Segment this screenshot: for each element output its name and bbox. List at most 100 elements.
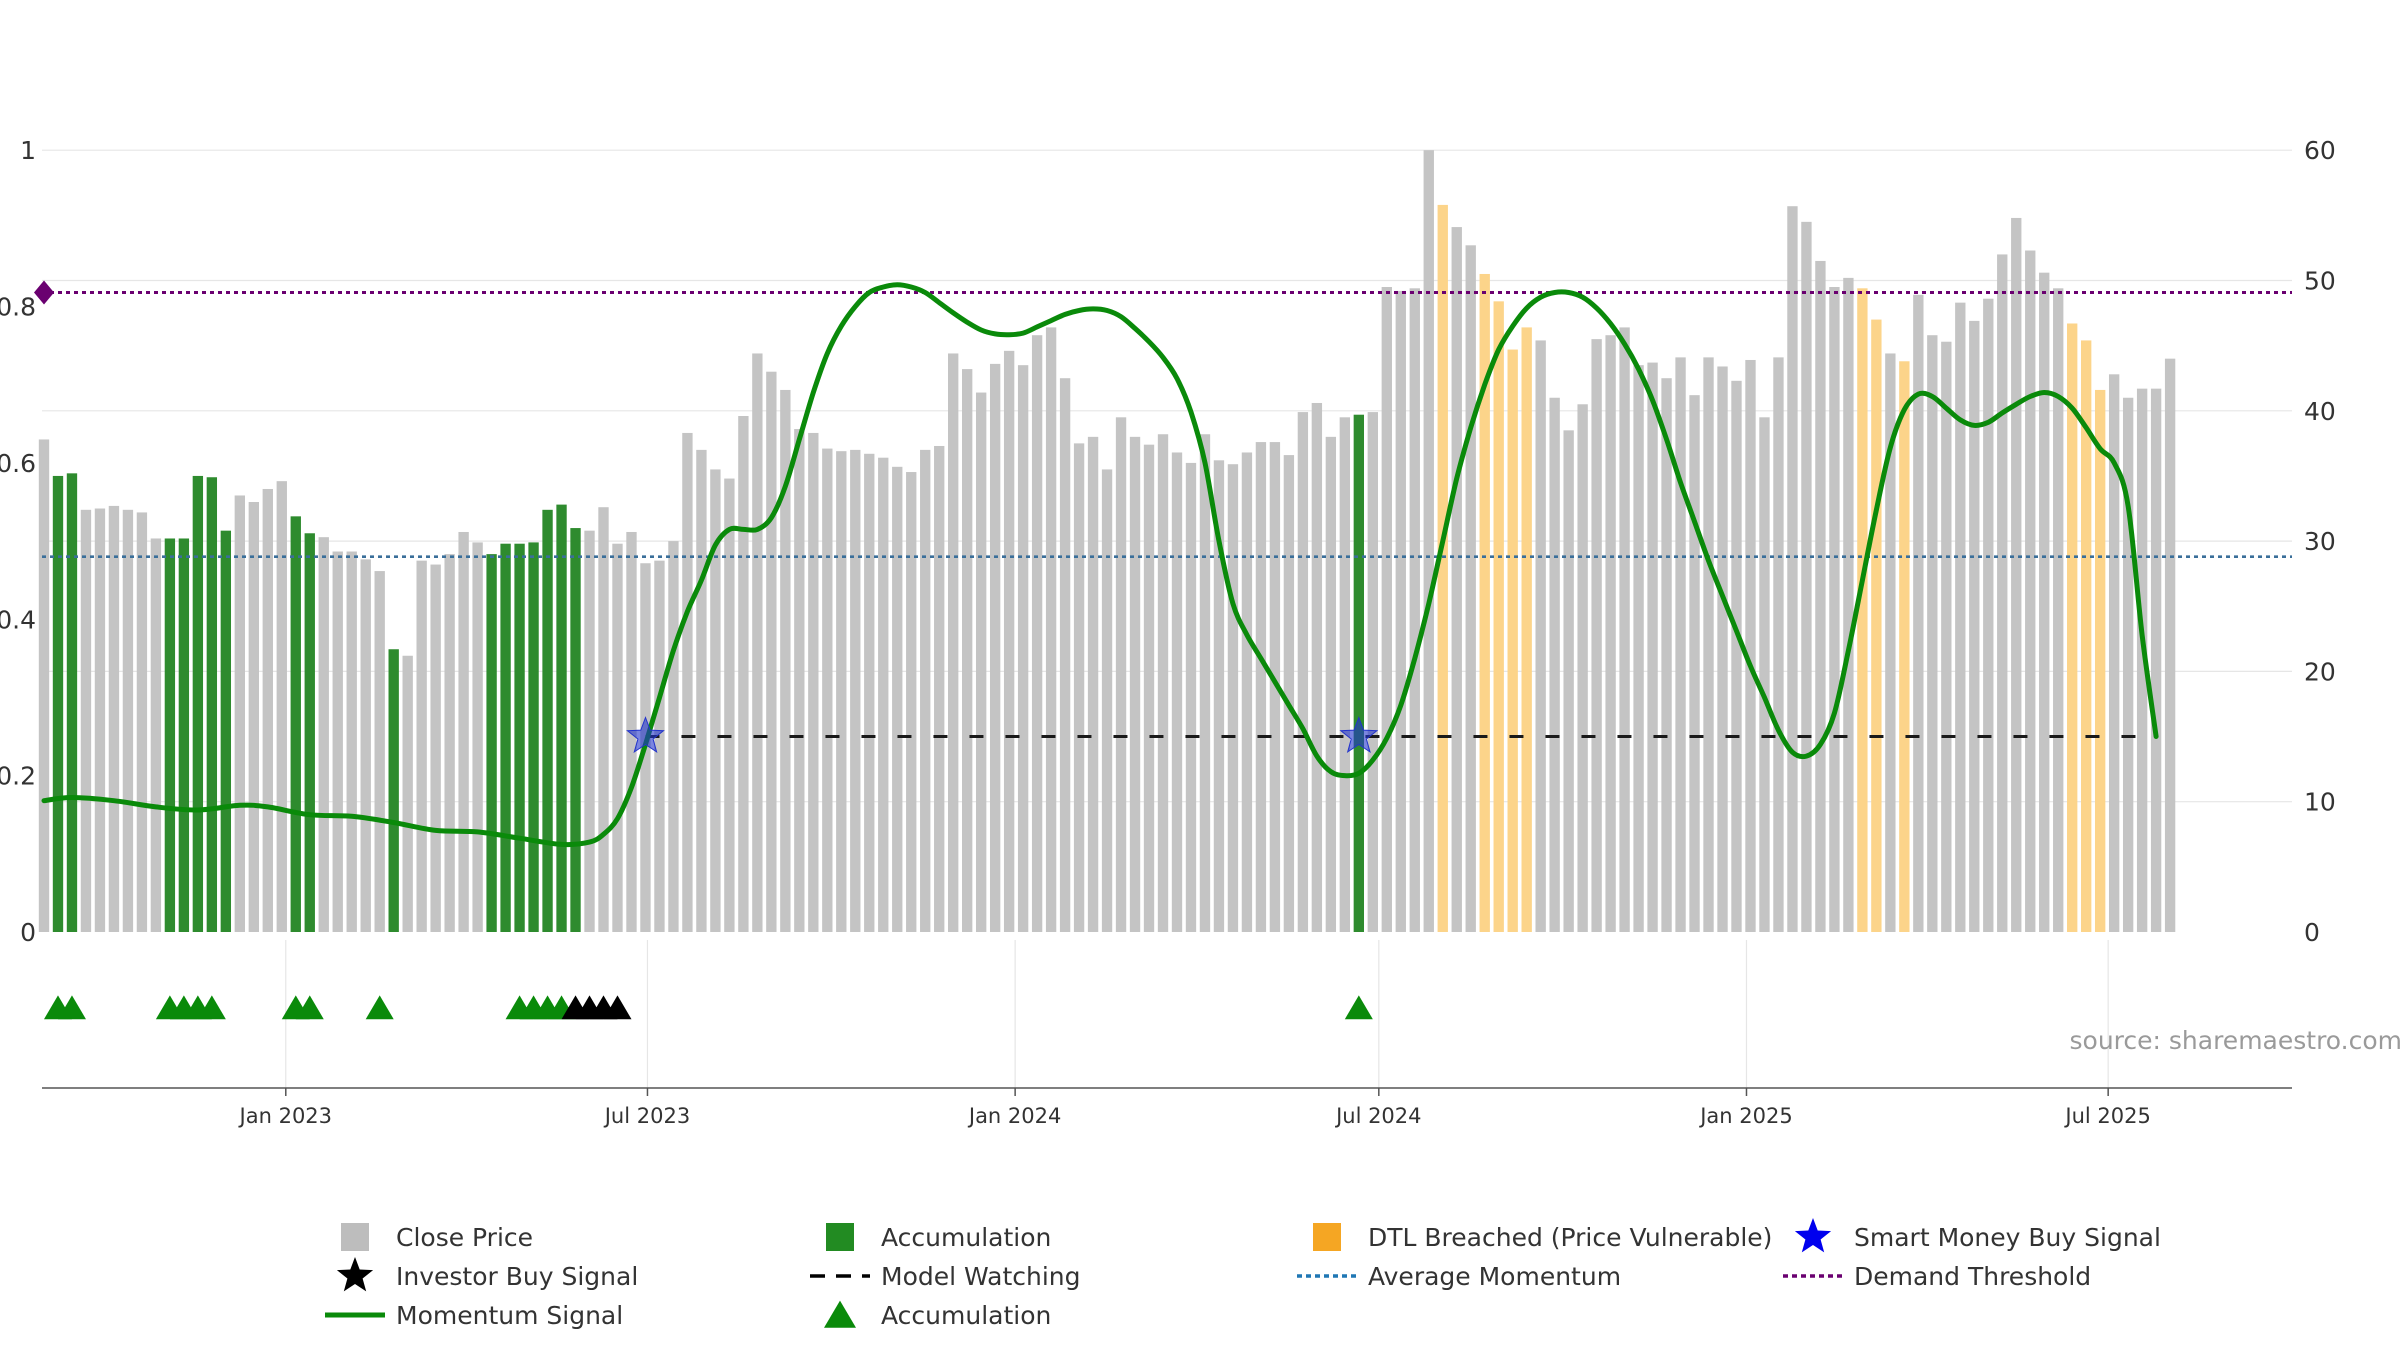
price-bar	[38, 439, 50, 932]
price-bar	[332, 551, 343, 932]
price-bar	[975, 392, 987, 933]
price-bar	[1451, 227, 1462, 932]
dtl-bar	[1479, 273, 1490, 932]
price-bar	[696, 449, 707, 932]
price-bar	[1073, 443, 1085, 932]
dtl-bar	[1493, 301, 1504, 932]
accumulation-triangle	[295, 995, 324, 1020]
legend-item: DTL Breached (Price Vulnerable)	[1313, 1223, 1772, 1252]
price-bar	[2108, 374, 2120, 932]
right-tick-label: 40	[2304, 397, 2336, 426]
price-bar	[1717, 366, 1728, 932]
price-bar	[1591, 339, 1602, 932]
right-tick-label: 60	[2304, 136, 2336, 165]
price-bar	[1633, 365, 1644, 932]
x-tick-label: Jul 2024	[1334, 1104, 1421, 1128]
price-bar	[458, 531, 469, 932]
smart-money-buy-star	[1339, 716, 1379, 754]
left-tick-label: 0.4	[0, 605, 36, 634]
price-bar	[1535, 340, 1546, 932]
price-bars	[38, 150, 2176, 933]
price-bar	[612, 543, 623, 932]
legend-label: Accumulation	[881, 1223, 1051, 1252]
price-bar	[1171, 452, 1183, 932]
price-bar	[1059, 378, 1071, 932]
price-bar	[1577, 404, 1588, 933]
price-bar	[1801, 221, 1812, 932]
accumulation-bar	[220, 530, 232, 932]
price-bar	[1465, 245, 1476, 932]
price-bar	[416, 560, 427, 932]
price-bar	[836, 451, 847, 932]
legend-swatch	[336, 1257, 374, 1292]
legend-label: Model Watching	[881, 1262, 1081, 1291]
price-bar	[1997, 254, 2008, 932]
price-bar	[2053, 288, 2064, 932]
legend-swatch	[826, 1223, 854, 1251]
price-bar	[1255, 442, 1267, 932]
momentum-line	[41, 282, 2159, 848]
price-bar	[1311, 402, 1323, 932]
price-bar	[1199, 434, 1211, 932]
price-bar	[1339, 417, 1351, 932]
price-bar	[1885, 353, 1896, 932]
reference-lines	[34, 280, 2292, 739]
price-bar	[1017, 365, 1029, 932]
left-tick-label: 0.8	[0, 293, 36, 322]
price-bar	[1773, 357, 1784, 932]
price-bar	[822, 448, 833, 932]
accumulation-bar	[66, 473, 78, 932]
price-bar	[654, 560, 665, 932]
legend-item: Smart Money Buy Signal	[1794, 1218, 2161, 1253]
accumulation-bar	[192, 475, 204, 932]
price-bar	[584, 530, 595, 932]
price-bar	[1269, 442, 1281, 932]
price-bar	[2122, 397, 2134, 932]
price-bar	[136, 512, 148, 932]
accumulation-bar	[164, 538, 176, 932]
legend-swatch	[341, 1223, 369, 1251]
price-bar	[248, 502, 259, 932]
accumulation-bar	[528, 542, 539, 932]
accumulation-bar	[290, 516, 301, 932]
price-bar	[864, 453, 875, 932]
legend-item: Close Price	[341, 1223, 533, 1252]
price-bar	[1143, 444, 1155, 932]
accumulation-bar	[52, 475, 64, 932]
legend-label: Investor Buy Signal	[396, 1262, 638, 1291]
x-tick-label: Jan 2024	[967, 1104, 1062, 1128]
right-tick-label: 0	[2304, 918, 2320, 947]
accumulation-bar	[206, 477, 218, 932]
price-bar	[738, 416, 749, 932]
price-bar	[1115, 417, 1127, 932]
price-bar	[360, 559, 371, 932]
dtl-bar	[1507, 349, 1518, 933]
price-bar	[1815, 260, 1826, 932]
price-bar	[1213, 460, 1225, 932]
dtl-bar	[1857, 288, 1868, 932]
price-bar	[794, 429, 805, 932]
price-bar	[920, 449, 931, 932]
dtl-bar	[1871, 319, 1882, 932]
legend-item: Investor Buy Signal	[336, 1257, 638, 1292]
axes: 0 10 20 30 40 50 60 0 0.2 0.4 0.6 0.8 1 Jan 2023 Jul 2…	[0, 136, 2336, 1128]
price-bar	[318, 537, 329, 932]
price-bar	[1283, 455, 1295, 932]
price-bar	[850, 449, 861, 932]
legend-swatch	[1794, 1218, 1832, 1253]
left-tick-label: 0.2	[0, 762, 36, 791]
legend-item: Accumulation	[824, 1300, 1051, 1330]
accumulation-bar	[304, 533, 315, 932]
accumulation-bar	[500, 543, 511, 932]
price-bar	[1661, 378, 1672, 932]
price-bar	[766, 371, 777, 932]
smart-money-buy-star	[626, 716, 665, 754]
right-tick-label: 10	[2304, 788, 2336, 817]
price-bar	[1913, 294, 1924, 932]
price-bar	[1031, 335, 1043, 932]
price-bar	[1647, 362, 1658, 932]
price-bar	[2164, 358, 2176, 933]
price-bar	[1381, 287, 1392, 932]
price-bar	[1549, 397, 1560, 932]
